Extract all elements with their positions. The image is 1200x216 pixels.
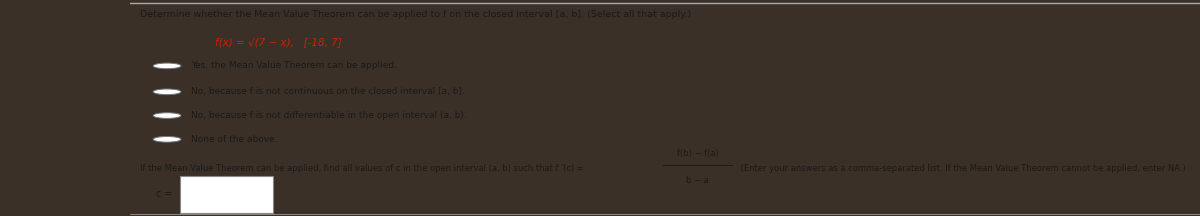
Text: f(b) − f(a): f(b) − f(a) [677,149,719,158]
Text: (Enter your answers as a comma-separated list. If the Mean Value Theorem cannot : (Enter your answers as a comma-separated… [738,164,1186,173]
Circle shape [154,113,181,118]
Text: If the Mean Value Theorem can be applied, find all values of c in the open inter: If the Mean Value Theorem can be applied… [140,164,584,173]
Text: Determine whether the Mean Value Theorem can be applied to f on the closed inter: Determine whether the Mean Value Theorem… [140,10,691,19]
Circle shape [154,89,181,95]
Text: b − a: b − a [686,176,709,185]
Text: c =: c = [156,189,173,199]
Text: Yes, the Mean Value Theorem can be applied.: Yes, the Mean Value Theorem can be appli… [191,61,397,70]
Text: No, because f is not differentiable in the open interval (a, b).: No, because f is not differentiable in t… [191,111,467,120]
Text: None of the above.: None of the above. [191,135,277,144]
Circle shape [154,63,181,69]
FancyBboxPatch shape [180,176,274,213]
Text: No, because f is not continuous on the closed interval [a, b].: No, because f is not continuous on the c… [191,87,464,96]
Text: f(x) = √(7 − x),   [-18, 7]: f(x) = √(7 − x), [-18, 7] [215,37,342,47]
Circle shape [154,137,181,142]
